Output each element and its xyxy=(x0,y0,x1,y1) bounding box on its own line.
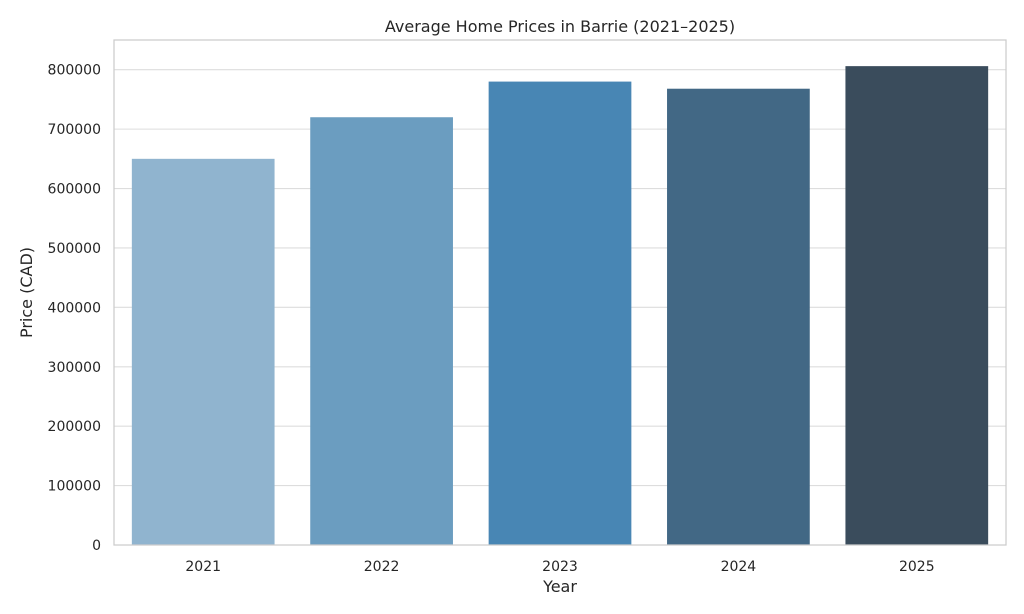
bar-2023 xyxy=(488,81,632,546)
y-tick-label: 100000 xyxy=(48,479,101,495)
y-tick-label: 600000 xyxy=(48,182,101,198)
x-axis-title: Year xyxy=(542,577,577,596)
x-tick-label: 2022 xyxy=(364,559,400,575)
bar-2021 xyxy=(131,158,275,545)
y-tick-labels: 0 100000 200000 300000 400000 500000 600000 700… xyxy=(48,63,101,554)
y-tick-label: 0 xyxy=(92,538,101,554)
bar-2025 xyxy=(845,66,989,545)
y-tick-label: 700000 xyxy=(48,122,101,138)
x-tick-label: 2025 xyxy=(899,559,935,575)
y-tick-label: 500000 xyxy=(48,241,101,257)
plot-frame xyxy=(113,39,1007,546)
x-tick-label: 2021 xyxy=(185,559,221,575)
y-tick-label: 400000 xyxy=(48,300,101,316)
y-tick-label: 800000 xyxy=(48,63,101,79)
x-tick-label: 2023 xyxy=(542,559,578,575)
chart-title: Average Home Prices in Barrie (2021–2025… xyxy=(385,17,735,36)
bar-2024 xyxy=(667,88,810,545)
x-tick-labels: 2021 2022 2023 2024 2025 xyxy=(185,559,934,575)
x-tick-label: 2024 xyxy=(721,559,757,575)
y-tick-label: 300000 xyxy=(48,360,101,376)
y-axis-title: Price (CAD) xyxy=(17,247,36,338)
y-tick-label: 200000 xyxy=(48,419,101,435)
bars xyxy=(131,66,989,546)
bar-2022 xyxy=(310,117,453,545)
